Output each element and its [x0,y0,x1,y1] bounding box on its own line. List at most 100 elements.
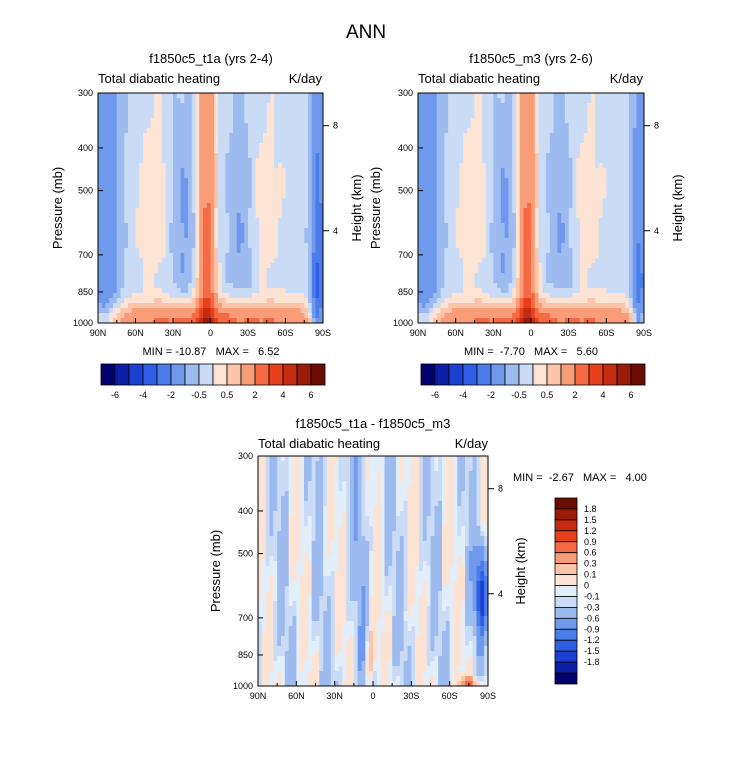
heatmap-cell [636,163,641,169]
heatmap-cell [448,208,453,214]
heatmap-cell [300,193,305,199]
heatmap-cell [606,128,611,134]
heatmap-cell [504,123,509,129]
heatmap-cell [169,233,174,239]
heatmap-cell [602,163,607,169]
heatmap-cell [169,203,174,209]
heatmap-cell [482,118,487,124]
heatmap-cell [229,108,234,114]
heatmap-cell [436,123,441,129]
heatmap-cell [274,98,279,104]
heatmap-cell [598,248,603,254]
heatmap-cell [610,148,615,154]
heatmap-cell [124,118,129,124]
heatmap-cell [236,133,241,139]
heatmap-cell [131,243,136,249]
heatmap-cell [203,208,208,214]
heatmap-cell [210,253,215,259]
heatmap-cell [617,253,622,259]
heatmap-cell [236,128,241,134]
heatmap-cell [191,133,196,139]
heatmap-cell [489,118,494,124]
heatmap-cell [270,218,275,224]
colorbar-swatch [156,363,172,386]
heatmap-cell [311,98,316,104]
heatmap-cell [583,173,588,179]
heatmap-cell [199,203,204,209]
heatmap-cell [116,178,121,184]
heatmap-cell [436,158,441,164]
heatmap-cell [421,228,426,234]
heatmap-cell [278,213,283,219]
heatmap-cell [591,233,596,239]
heatmap-cell [236,288,241,294]
heatmap-cell [244,163,249,169]
heatmap-cell [538,268,543,274]
heatmap-cell [293,128,298,134]
heatmap-cell [236,268,241,274]
heatmap-cell [519,248,524,254]
heatmap-cell [214,218,219,224]
heatmap-cell [500,143,506,149]
heatmap-cell [233,183,238,189]
heatmap-cell [319,98,324,104]
heatmap-cell [105,203,110,209]
heatmap-cell [285,288,290,294]
heatmap-cell [451,238,457,244]
heatmap-cell [549,103,554,109]
heatmap-cell [538,168,543,174]
heatmap-cell [561,143,566,149]
heatmap-cell [429,233,434,239]
heatmap-cell [508,93,513,99]
heatmap-cell [466,138,472,144]
heatmap-cell [180,298,185,304]
heatmap-cell [587,243,592,249]
heatmap-cell [285,273,290,279]
heatmap-cell [315,158,320,164]
heatmap-cell [546,203,551,209]
heatmap-cell [195,298,200,304]
heatmap-cell [180,273,185,279]
heatmap-cell [113,223,118,229]
heatmap-cell [598,128,603,134]
heatmap-cell [233,318,238,324]
heatmap-cell [266,233,271,239]
heatmap-cell [180,308,185,314]
heatmap-cell [248,263,253,269]
heatmap-cell [161,208,166,214]
heatmap-cell [561,133,566,139]
heatmap-cell [199,263,204,269]
heatmap-cell [266,103,271,109]
heatmap-cell [300,173,305,179]
heatmap-cell [579,158,585,164]
heatmap-cell [289,178,294,184]
heatmap-cell [595,263,600,269]
heatmap-cell [455,163,460,169]
heatmap-cell [632,213,637,219]
heatmap-cell [519,153,524,159]
heatmap-cell [500,248,506,254]
heatmap-cell [139,143,144,149]
heatmap-cell [225,238,230,244]
heatmap-cell [259,243,264,249]
heatmap-cell [542,233,547,239]
heatmap-cell [266,253,271,259]
heatmap-cell [206,103,211,109]
heatmap-cell [572,233,577,239]
heatmap-cell [425,158,430,164]
heatmap-cell [109,138,114,144]
heatmap-cell [497,198,502,204]
heatmap-cell [180,283,185,289]
heatmap-cell [459,228,464,234]
heatmap-cell [210,143,215,149]
heatmap-cell [523,133,528,139]
heatmap-cell [497,208,502,214]
heatmap-cell [455,213,460,219]
heatmap-cell [311,233,316,239]
heatmap-cell [240,198,245,204]
heatmap-cell [281,188,286,194]
heatmap-cell [173,163,178,169]
heatmap-cell [613,173,619,179]
heatmap-cell [278,163,283,169]
heatmap-cell [542,213,547,219]
